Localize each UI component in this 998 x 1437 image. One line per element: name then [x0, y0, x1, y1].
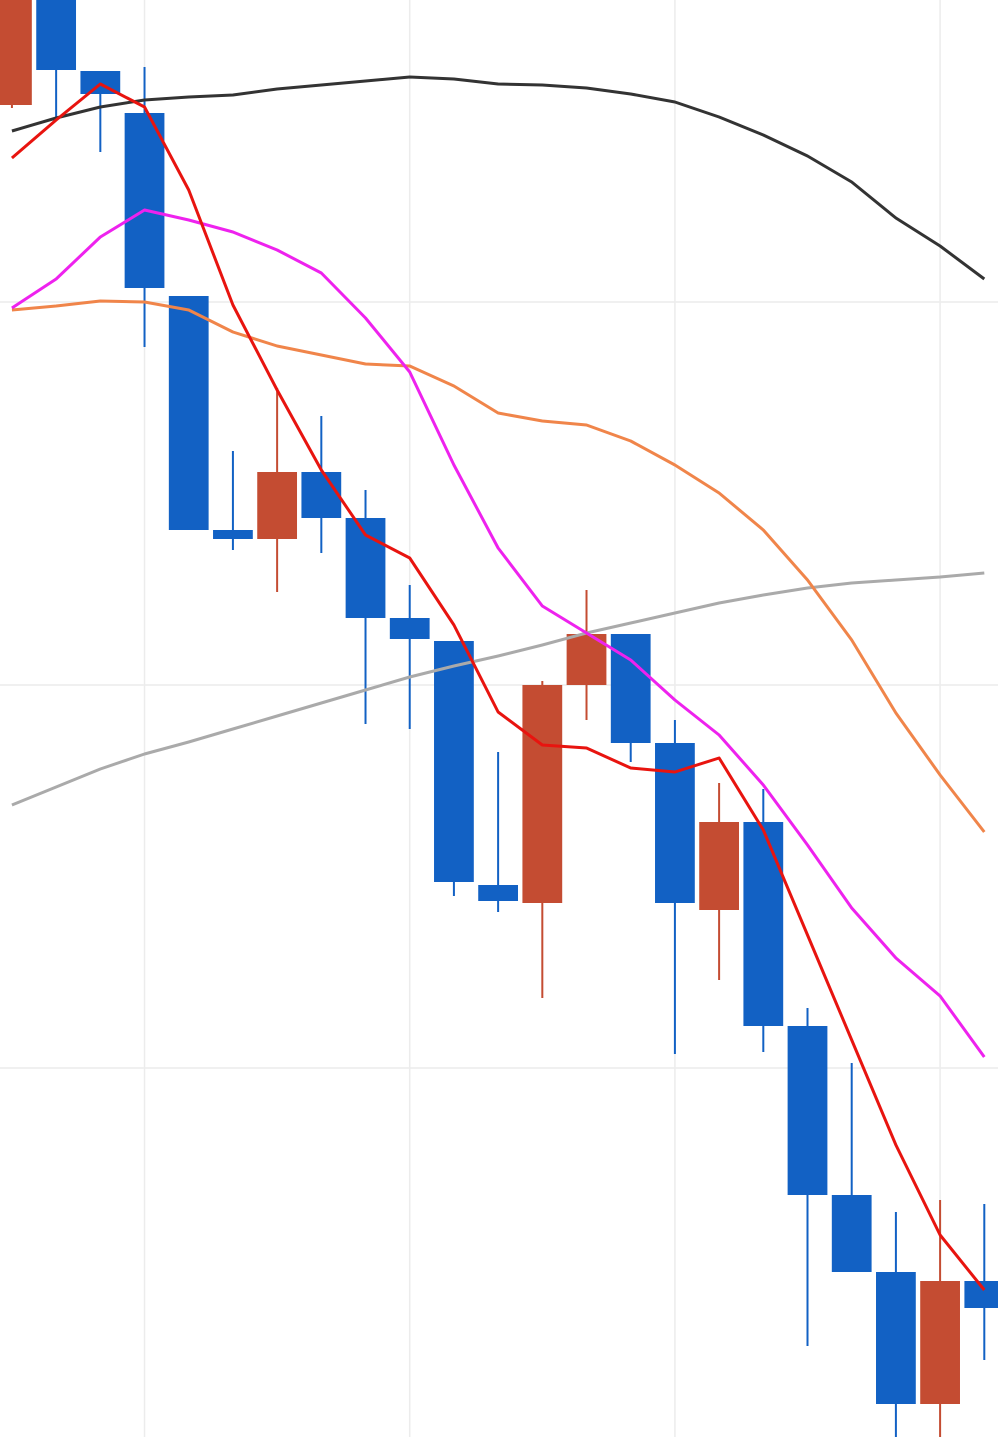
candle-body: [787, 1026, 828, 1195]
candle-body: [876, 1272, 916, 1404]
candle-body: [699, 822, 739, 910]
candle-body: [831, 1195, 872, 1272]
moving-average-line: [11, 208, 986, 1058]
candle-body: [522, 685, 563, 903]
moving-average-line: [11, 299, 986, 833]
candle-body: [168, 296, 209, 530]
candle-body: [478, 885, 519, 901]
moving-average-line: [10, 82, 986, 1291]
candle-body: [213, 530, 253, 539]
candle-body: [124, 113, 165, 288]
candle-body: [0, 0, 32, 105]
moving-average-line: [11, 571, 985, 807]
candle-body: [301, 472, 342, 518]
candle-body: [434, 641, 474, 882]
candle-body: [36, 0, 77, 70]
candle-body: [257, 472, 298, 539]
moving-average-line: [11, 75, 986, 281]
candle-body: [920, 1281, 960, 1404]
candle-body: [743, 822, 784, 1026]
candle-body: [389, 618, 430, 639]
